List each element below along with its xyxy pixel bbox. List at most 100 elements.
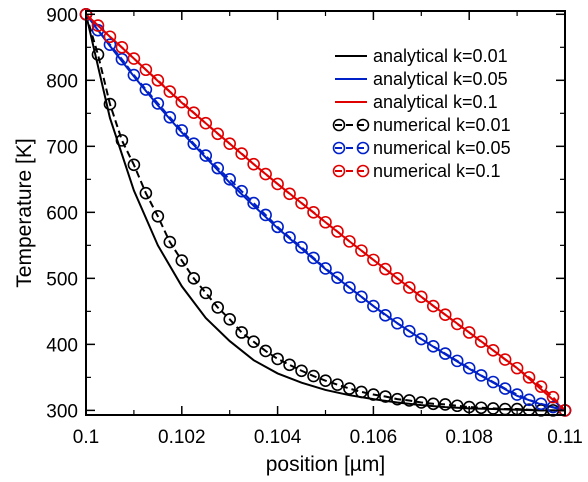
series-point-6 — [403, 281, 416, 294]
series-point-6 — [211, 127, 225, 141]
series-point-5 — [391, 316, 404, 330]
series-point-6 — [271, 177, 284, 191]
series-point-4 — [115, 134, 129, 147]
series-point-6 — [283, 187, 296, 201]
series-point-6 — [534, 380, 548, 393]
series-point-5 — [115, 52, 129, 66]
series-point-4 — [355, 385, 368, 399]
series-point-6 — [199, 116, 213, 130]
series-point-4 — [343, 382, 356, 395]
series-point-5 — [307, 251, 320, 265]
y-tick-label: 600 — [46, 203, 78, 224]
series-point-5 — [355, 290, 368, 304]
series-point-5 — [211, 161, 225, 175]
legend-label: numerical k=0.05 — [373, 138, 511, 158]
series-point-5 — [462, 361, 476, 375]
legend-marker — [356, 141, 370, 155]
series-point-5 — [175, 124, 189, 137]
series-point-5 — [319, 262, 332, 275]
series-point-4 — [91, 48, 105, 61]
series-point-5 — [343, 281, 356, 294]
plot-area — [79, 8, 572, 417]
y-axis-label: Temperature [K] — [13, 138, 36, 287]
series-point-6 — [414, 290, 428, 304]
series-point-5 — [283, 231, 296, 244]
series-point-6 — [139, 63, 153, 77]
x-tick-label: 0.102 — [158, 427, 206, 448]
series-point-6 — [247, 157, 260, 171]
series-point-4 — [379, 390, 392, 403]
series-point-5 — [331, 271, 344, 284]
series-point-5 — [223, 173, 236, 186]
series-point-6 — [522, 371, 536, 384]
series-point-4 — [331, 378, 344, 391]
legend-item: numerical k=0.1 — [332, 161, 501, 181]
legend-item: analytical k=0.01 — [335, 46, 508, 66]
series-point-6 — [462, 326, 476, 339]
series-point-4 — [151, 210, 165, 223]
series-point-6 — [187, 106, 201, 119]
legend-marker — [332, 118, 346, 132]
series-point-5 — [187, 137, 201, 150]
series-point-5 — [438, 347, 452, 360]
series-point-5 — [510, 388, 524, 401]
x-tick-label: 0.108 — [445, 427, 493, 448]
series-point-5 — [235, 184, 248, 198]
y-tick-label: 900 — [46, 5, 78, 26]
series-point-5 — [546, 400, 560, 414]
series-point-5 — [295, 241, 308, 254]
series-point-6 — [546, 390, 560, 404]
series-point-6 — [115, 41, 129, 54]
series-point-4 — [391, 392, 404, 406]
series-point-6 — [103, 30, 117, 44]
series-point-5 — [367, 299, 380, 313]
y-tick-label: 300 — [46, 401, 78, 422]
series-point-6 — [474, 335, 488, 349]
series-point-6 — [235, 147, 248, 160]
x-axis-label: position [µm] — [266, 453, 385, 476]
series-point-4 — [103, 97, 117, 111]
series-point-6 — [163, 85, 177, 98]
series-point-5 — [259, 208, 272, 222]
series-point-4 — [139, 186, 153, 200]
series-point-4 — [163, 235, 177, 249]
series-point-5 — [403, 324, 416, 338]
series-point-4 — [450, 399, 464, 413]
legend-label: analytical k=0.05 — [373, 69, 508, 89]
series-point-6 — [175, 95, 189, 109]
series-point-6 — [307, 206, 320, 219]
series-point-6 — [426, 299, 440, 313]
series-point-4 — [403, 394, 416, 407]
series-point-6 — [450, 317, 464, 331]
legend-marker — [332, 164, 346, 178]
series-point-5 — [271, 220, 284, 234]
legend: analytical k=0.01 analytical k=0.05 analyt… — [332, 46, 511, 181]
series-point-5 — [103, 38, 117, 51]
series-point-6 — [391, 272, 404, 285]
series-point-5 — [498, 382, 512, 395]
series-point-6 — [379, 262, 392, 276]
series-point-5 — [450, 354, 464, 368]
series-line-4 — [85, 14, 565, 412]
series-point-6 — [91, 19, 105, 32]
series-point-4 — [247, 335, 260, 349]
series-point-6 — [498, 353, 512, 366]
series-point-4 — [187, 272, 201, 285]
series-point-4 — [259, 344, 272, 358]
series-point-4 — [367, 388, 380, 401]
x-tick-label: 0.11 — [547, 427, 583, 448]
series-point-6 — [127, 52, 141, 65]
series-point-4 — [175, 254, 189, 267]
series-point-5 — [414, 332, 428, 346]
series-point-6 — [355, 244, 368, 257]
series-point-6 — [343, 235, 356, 248]
series-point-4 — [127, 158, 141, 172]
series-point-6 — [295, 196, 308, 210]
series-point-6 — [486, 344, 500, 357]
series-point-5 — [247, 196, 260, 210]
series-point-6 — [438, 308, 452, 321]
series-point-6 — [259, 167, 272, 181]
series-point-5 — [522, 393, 536, 407]
series-point-6 — [223, 137, 236, 150]
